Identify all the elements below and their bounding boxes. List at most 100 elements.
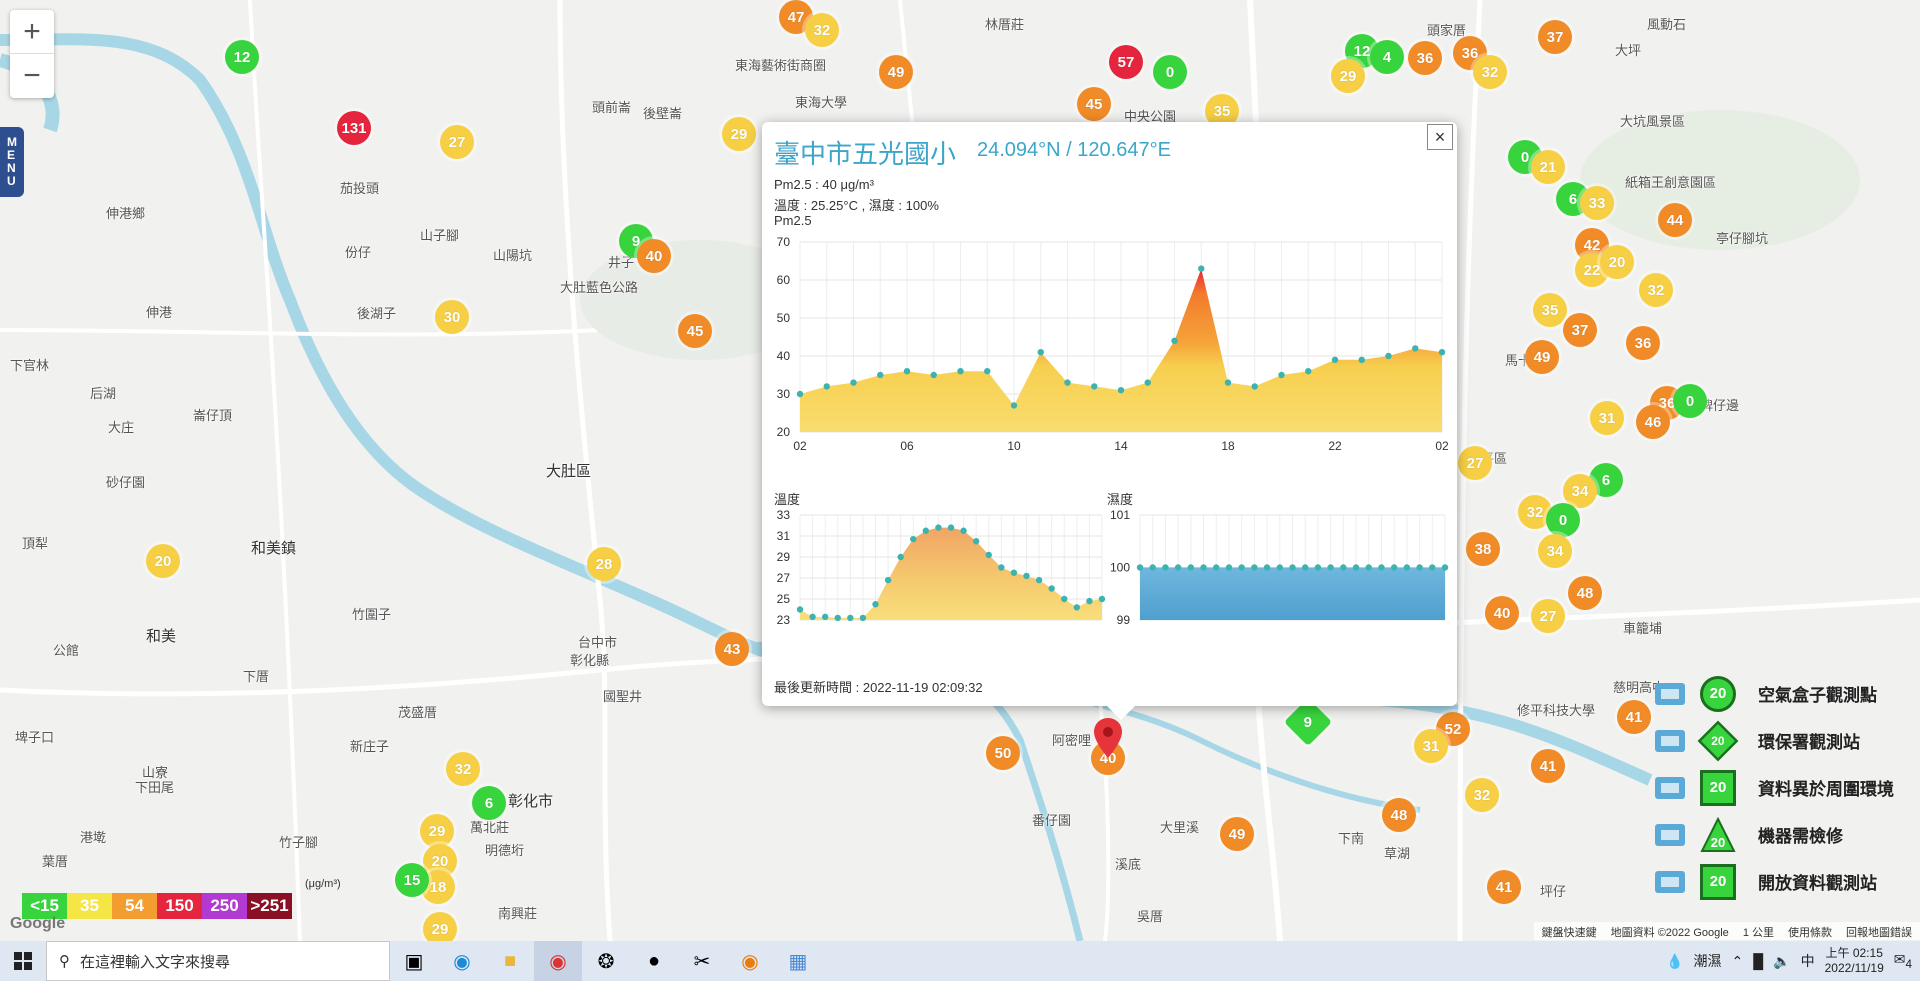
station-marker[interactable]: 15 bbox=[395, 863, 429, 897]
place-label: 國聖井 bbox=[603, 689, 643, 704]
cube-app-icon[interactable]: ▦ bbox=[788, 950, 808, 973]
station-marker[interactable]: 40 bbox=[1485, 596, 1519, 630]
station-marker[interactable]: 37 bbox=[1563, 313, 1597, 347]
attribution-link[interactable]: 回報地圖錯誤 bbox=[1846, 927, 1912, 939]
blender-icon[interactable]: ◉ bbox=[741, 950, 759, 973]
station-marker[interactable]: 32 bbox=[805, 13, 839, 47]
station-marker[interactable]: 29 bbox=[722, 117, 756, 151]
station-marker[interactable]: 31 bbox=[1590, 401, 1624, 435]
tray-chevron-up-icon[interactable]: ⌃ bbox=[1731, 952, 1744, 969]
taskbar-search-box[interactable]: ⚲ 在這裡輸入文字來搜尋 bbox=[46, 941, 390, 981]
station-marker[interactable]: 131 bbox=[337, 111, 371, 145]
station-legend-label: 資料異於周圍環境 bbox=[1758, 780, 1894, 799]
station-marker[interactable]: 34 bbox=[1563, 474, 1597, 508]
station-marker[interactable]: 35 bbox=[1533, 293, 1567, 327]
station-marker[interactable]: 36 bbox=[1408, 41, 1442, 75]
attribution-link[interactable]: 1 公里 bbox=[1742, 927, 1774, 939]
station-marker[interactable]: 21 bbox=[1531, 150, 1565, 184]
selected-pin-icon[interactable] bbox=[1094, 718, 1122, 758]
volume-icon[interactable]: 🔈 bbox=[1773, 952, 1791, 969]
station-marker[interactable]: 50 bbox=[986, 736, 1020, 770]
pm25-chart: 20 30 40 50 60 70 02 06 10 14 18 22 02 bbox=[777, 235, 1449, 453]
station-marker[interactable]: 43 bbox=[715, 632, 749, 666]
station-marker[interactable]: 49 bbox=[1220, 817, 1254, 851]
clock[interactable]: 上午 02:15 2022/11/19 bbox=[1825, 946, 1884, 976]
station-marker[interactable]: 34 bbox=[1538, 534, 1572, 568]
station-marker[interactable]: 30 bbox=[435, 300, 469, 334]
map[interactable]: 林厝莊 東海藝術街商圈 東海大學 頭前崙 後壁崙 頭家厝 風動石 大坪 伸港鄉 伸港 茄投頭 份仔 山子… bbox=[0, 0, 1920, 941]
marker-value: 32 bbox=[454, 760, 472, 778]
chrome-icon[interactable]: ◉ bbox=[534, 941, 582, 981]
station-marker[interactable]: 32 bbox=[1639, 273, 1673, 307]
edge-icon[interactable]: ◉ bbox=[453, 950, 471, 973]
file-explorer-icon[interactable]: ■ bbox=[503, 949, 517, 972]
station-marker[interactable]: 29 bbox=[1331, 59, 1365, 93]
start-button[interactable] bbox=[0, 941, 46, 981]
network-icon[interactable]: █ bbox=[1753, 953, 1764, 969]
station-marker[interactable]: 45 bbox=[1077, 87, 1111, 121]
station-marker[interactable]: 32 bbox=[446, 752, 480, 786]
data-point bbox=[821, 613, 829, 621]
station-marker[interactable]: 29 bbox=[423, 912, 457, 941]
zoom-out-button[interactable]: − bbox=[23, 59, 41, 92]
station-marker[interactable]: 48 bbox=[1382, 798, 1416, 832]
station-marker[interactable]: 49 bbox=[1525, 340, 1559, 374]
station-marker[interactable]: 36 bbox=[1626, 326, 1660, 360]
y-tick-label: 70 bbox=[777, 235, 791, 249]
station-marker[interactable]: 27 bbox=[1458, 446, 1492, 480]
station-marker[interactable]: 12 bbox=[225, 40, 259, 74]
station-marker[interactable]: 31 bbox=[1414, 729, 1448, 763]
station-marker[interactable]: 44 bbox=[1658, 203, 1692, 237]
station-marker[interactable]: 4 bbox=[1370, 40, 1404, 74]
y-tick-label: 20 bbox=[777, 425, 791, 439]
marker-value: 29 bbox=[431, 920, 449, 938]
station-marker[interactable]: 32 bbox=[1473, 55, 1507, 89]
app-icon[interactable]: ● bbox=[647, 949, 661, 972]
marker-value: 48 bbox=[1390, 806, 1408, 824]
station-marker[interactable]: 41 bbox=[1617, 700, 1651, 734]
station-marker[interactable]: 0 bbox=[1153, 55, 1187, 89]
station-marker[interactable]: 37 bbox=[1538, 20, 1572, 54]
station-marker[interactable]: 27 bbox=[1531, 599, 1565, 633]
station-marker[interactable]: 40 bbox=[637, 239, 671, 273]
zoom-in-button[interactable]: + bbox=[10, 10, 54, 54]
attribution-link[interactable]: 地圖資料 ©2022 Google bbox=[1610, 927, 1729, 939]
station-marker[interactable]: 20 bbox=[146, 544, 180, 578]
attribution-link[interactable]: 鍵盤快速鍵 bbox=[1541, 927, 1597, 939]
station-marker[interactable]: 49 bbox=[879, 55, 913, 89]
station-marker[interactable]: 48 bbox=[1568, 576, 1602, 610]
ime-indicator[interactable]: 中 bbox=[1800, 953, 1815, 969]
station-marker[interactable]: 20 bbox=[1600, 245, 1634, 279]
place-label: 東海大學 bbox=[795, 95, 848, 110]
marker-value: 47 bbox=[787, 8, 805, 26]
weather-icon[interactable]: 💧 bbox=[1666, 952, 1684, 969]
snipping-tool-icon[interactable]: ✂ bbox=[693, 950, 711, 973]
station-marker[interactable]: 46 bbox=[1636, 405, 1670, 439]
marker-value: 29 bbox=[730, 125, 748, 143]
station-marker[interactable]: 29 bbox=[420, 814, 454, 848]
station-marker[interactable]: 27 bbox=[440, 125, 474, 159]
attribution-link[interactable]: 使用條款 bbox=[1788, 927, 1832, 939]
station-marker[interactable]: 6 bbox=[472, 786, 506, 820]
station-marker[interactable]: 57 bbox=[1109, 45, 1143, 79]
marker-value: 131 bbox=[341, 119, 367, 137]
task-view-icon[interactable]: ▣ bbox=[404, 950, 424, 973]
station-marker[interactable]: 28 bbox=[587, 547, 621, 581]
station-marker[interactable]: 32 bbox=[1465, 778, 1499, 812]
station-marker[interactable]: 45 bbox=[678, 314, 712, 348]
station-marker[interactable]: 41 bbox=[1531, 749, 1565, 783]
station-marker[interactable]: 0 bbox=[1673, 384, 1707, 418]
station-marker[interactable]: 33 bbox=[1580, 186, 1614, 220]
taskbar: ⚲ 在這裡輸入文字來搜尋 ▣ ◉ ■ ◉ ❂ ● ✂ ◉ ▦ 💧 潮濕 ⌃ █ … bbox=[0, 941, 1920, 981]
data-point bbox=[1171, 337, 1178, 344]
place-label: 砂仔園 bbox=[106, 475, 146, 490]
compass-app-icon[interactable]: ❂ bbox=[597, 950, 615, 973]
data-point bbox=[1061, 595, 1068, 603]
station-marker[interactable]: 0 bbox=[1546, 503, 1580, 537]
notification-icon[interactable]: ✉4 bbox=[1893, 951, 1912, 971]
station-marker[interactable]: 41 bbox=[1487, 870, 1521, 904]
popup-close-button[interactable]: × bbox=[1427, 124, 1453, 150]
temperature-chart: 23 25 27 29 31 33 bbox=[777, 508, 1106, 627]
station-marker[interactable]: 38 bbox=[1466, 532, 1500, 566]
